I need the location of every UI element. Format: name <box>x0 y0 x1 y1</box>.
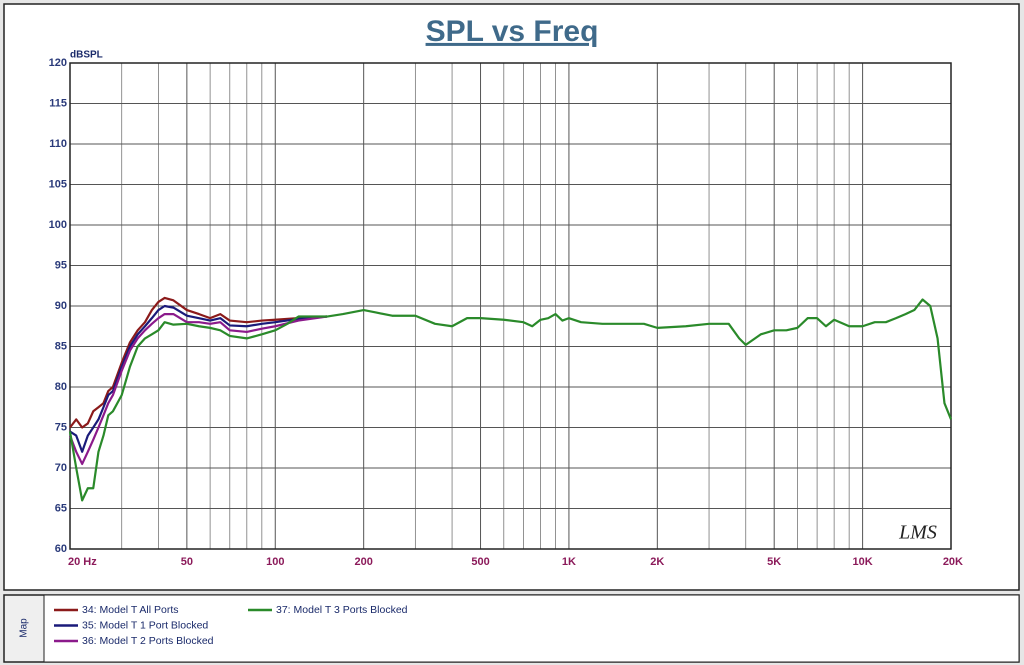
x-tick-label: 50 <box>181 556 193 568</box>
series-line <box>68 313 328 466</box>
legend-box <box>43 594 1020 663</box>
x-tick-label: 1K <box>562 556 576 568</box>
chart-title: SPL vs Freq <box>426 15 599 48</box>
y-tick-label: 110 <box>49 138 67 150</box>
y-tick-label: 120 <box>49 57 67 69</box>
x-tick-label: 5K <box>767 556 781 568</box>
y-tick-label: 60 <box>55 543 67 555</box>
series-line <box>69 296 328 429</box>
x-tick-label: 2K <box>650 556 664 568</box>
legend-label: 35: Model T 1 Port Blocked <box>82 619 208 631</box>
y-tick-label: 115 <box>49 97 67 109</box>
y-axis-label: dBSPL <box>70 50 103 61</box>
y-tick-label: 95 <box>55 259 67 271</box>
x-tick-label: 20 Hz <box>68 556 97 568</box>
series-line <box>68 298 953 502</box>
y-tick-label: 80 <box>55 381 67 393</box>
y-tick-label: 100 <box>49 219 67 231</box>
y-tick-label: 70 <box>55 462 67 474</box>
series-line <box>69 304 328 453</box>
plot-frame <box>69 62 952 550</box>
x-tick-label: 20K <box>943 556 963 568</box>
legend-title: Map <box>19 618 30 638</box>
legend-label: 37: Model T 3 Ports Blocked <box>276 604 408 616</box>
legend-label: 34: Model T All Ports <box>82 604 179 616</box>
watermark: LMS <box>898 522 937 544</box>
x-tick-label: 200 <box>354 556 372 568</box>
y-tick-label: 85 <box>55 340 67 352</box>
chart-panel <box>3 3 1020 591</box>
x-tick-label: 500 <box>471 556 489 568</box>
x-tick-label: 10K <box>853 556 873 568</box>
y-tick-label: 65 <box>55 502 67 514</box>
legend-label: 36: Model T 2 Ports Blocked <box>82 635 214 647</box>
y-tick-label: 90 <box>55 300 67 312</box>
y-tick-label: 75 <box>55 421 67 433</box>
x-tick-label: 100 <box>266 556 284 568</box>
y-tick-label: 105 <box>49 178 67 190</box>
